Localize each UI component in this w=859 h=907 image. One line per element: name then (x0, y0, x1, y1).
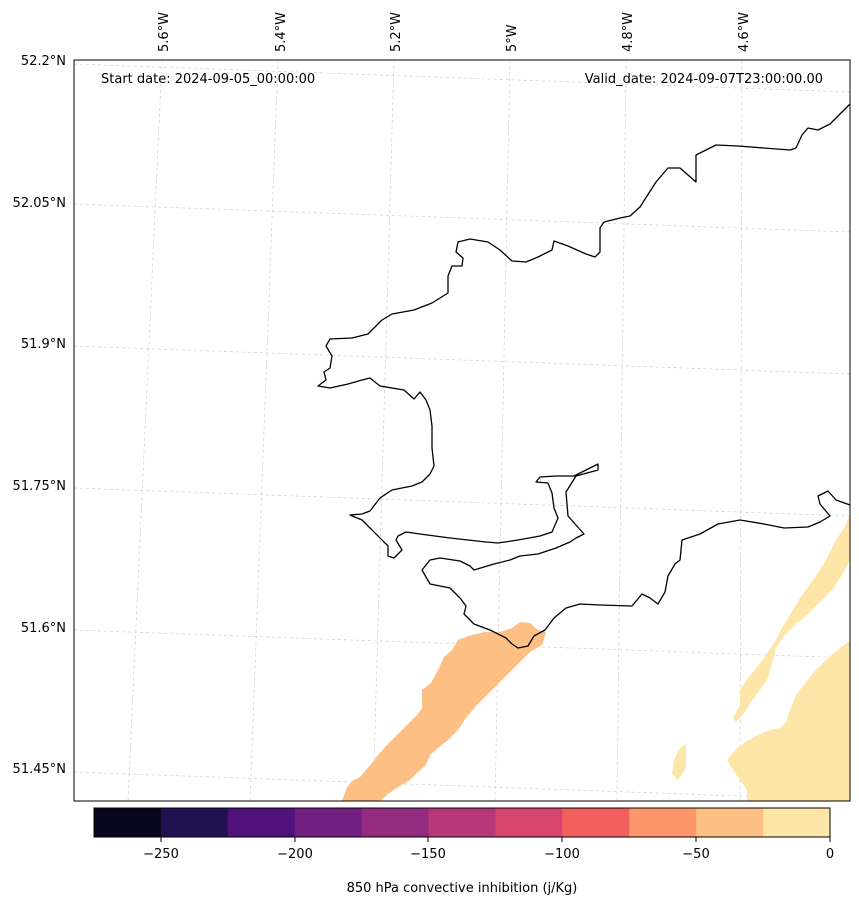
coastline (317, 103, 851, 649)
colorbar-tick-label: −50 (682, 847, 709, 862)
lat-label: 51.75°N (13, 479, 66, 494)
lon-label: 4.6°W (737, 12, 752, 52)
colorbar-swatch (562, 808, 630, 837)
colorbar-swatch (361, 808, 430, 837)
lon-label: 5.6°W (157, 12, 172, 52)
graticule (73, 59, 851, 802)
start-date: Start date: 2024-09-05_00:00:00 (101, 72, 315, 87)
cin-field-minus25-spot (672, 744, 686, 780)
lat-label: 51.45°N (13, 762, 66, 777)
colorbar-frame (93, 807, 831, 838)
colorbar-title: 850 hPa convective inhibition (j/Kg) (347, 881, 578, 896)
colorbar-ticks (160, 837, 831, 842)
lon-label: 5°W (505, 24, 520, 52)
lat-label: 52.2°N (21, 54, 66, 69)
colorbar-swatch (763, 808, 831, 837)
colorbar-swatch (428, 808, 496, 837)
colorbar-swatch (495, 808, 563, 837)
map-frame (73, 59, 851, 802)
colorbar-swatch (94, 808, 162, 837)
colorbar-swatch (227, 808, 296, 837)
lat-label: 51.9°N (21, 337, 66, 352)
lat-label: 52.05°N (13, 196, 66, 211)
lat-label: 51.6°N (21, 621, 66, 636)
colorbar-tick-label: 0 (826, 847, 834, 862)
lon-label: 5.2°W (389, 12, 404, 52)
colorbar-swatch (696, 808, 764, 837)
cin-field-minus25-east (727, 520, 850, 801)
colorbar-tick-label: −150 (410, 847, 446, 862)
cin-field-minus25-strip (733, 515, 850, 722)
colorbar-tick-label: −250 (143, 847, 179, 862)
colorbar-swatch (629, 808, 697, 837)
lon-label: 4.8°W (621, 12, 636, 52)
colorbar (94, 808, 831, 837)
colorbar-swatch (160, 808, 229, 837)
cin-field-minus50 (342, 622, 546, 801)
colorbar-tick-label: −100 (544, 847, 580, 862)
lon-label: 5.4°W (274, 12, 289, 52)
colorbar-tick-label: −200 (277, 847, 313, 862)
valid-date: Valid_date: 2024-09-07T23:00:00.00 (585, 72, 823, 87)
colorbar-swatch (294, 808, 363, 837)
